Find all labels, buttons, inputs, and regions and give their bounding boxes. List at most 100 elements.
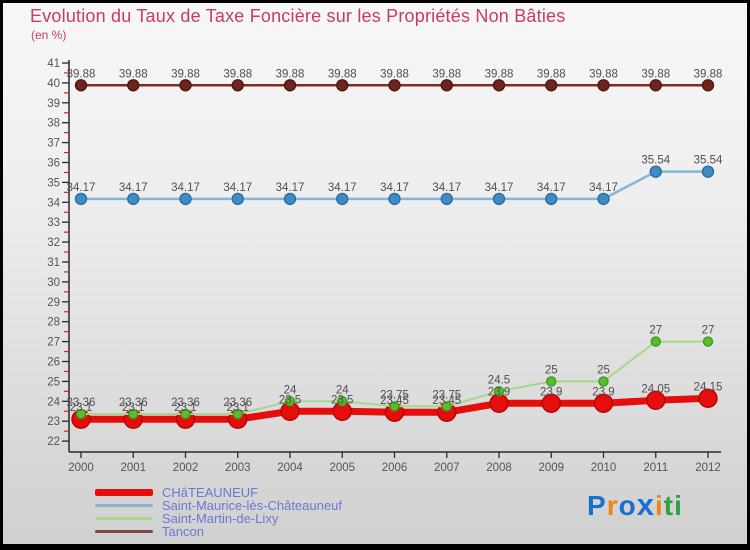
svg-text:41: 41	[47, 58, 60, 70]
series-saint-maurice-l-s-ch-teauneuf	[74, 165, 715, 206]
point-label: 23.1	[70, 402, 92, 414]
point-label: 23.36	[119, 397, 148, 409]
logo-letter: r	[606, 490, 619, 521]
point-label: 39.88	[67, 68, 96, 80]
svg-text:23: 23	[47, 416, 60, 428]
point-label: 34.17	[67, 182, 96, 194]
series-tancon	[74, 79, 715, 92]
data-point	[388, 79, 401, 92]
logo-letter: P	[587, 490, 607, 521]
data-point	[597, 79, 610, 92]
svg-text:2000: 2000	[68, 462, 94, 474]
point-label: 39.88	[641, 68, 670, 80]
point-label: 24.05	[641, 383, 670, 395]
point-label: 23.1	[122, 402, 144, 414]
svg-text:2003: 2003	[225, 462, 251, 474]
legend-item-saint-maurice-l-s-ch-teauneuf: Saint-Maurice-lès-Châteauneuf	[95, 499, 342, 512]
data-point	[492, 79, 506, 92]
data-point	[127, 79, 140, 92]
point-label: 39.88	[485, 68, 514, 80]
logo-letter: x	[636, 487, 655, 522]
data-point	[231, 79, 244, 92]
data-point	[127, 192, 140, 206]
svg-text:34: 34	[47, 197, 60, 209]
point-label: 23.36	[223, 397, 252, 409]
point-label: 39.88	[328, 68, 357, 80]
svg-text:32: 32	[47, 237, 60, 249]
svg-text:35: 35	[47, 177, 60, 189]
point-label: 34.17	[276, 182, 305, 194]
svg-text:29: 29	[47, 297, 60, 309]
point-label: 23.1	[174, 402, 196, 414]
svg-text:38: 38	[47, 118, 60, 130]
point-label: 34.17	[589, 182, 618, 194]
point-label: 23.45	[380, 395, 409, 407]
point-label: 23.75	[380, 389, 409, 401]
data-point	[283, 79, 297, 92]
chart-legend: CHâTEAUNEUF Saint-Maurice-lès-Châteauneuf…	[95, 486, 342, 538]
svg-text:22: 22	[47, 436, 60, 448]
point-label: 34.17	[119, 182, 148, 194]
data-point	[698, 388, 718, 409]
legend-item-saint-martin-de-lixy: Saint-Martin-de-Lixy	[95, 512, 342, 525]
point-label: 24	[284, 384, 297, 396]
point-label: 39.88	[432, 68, 461, 80]
point-label: 24.5	[488, 374, 510, 386]
data-point	[284, 396, 296, 407]
logo-letter: t	[663, 490, 675, 521]
legend-label: CHâTEAUNEUF	[162, 485, 259, 500]
data-point	[701, 79, 715, 92]
data-point	[388, 192, 401, 206]
series-saint-martin-de-lixy	[75, 336, 714, 420]
legend-item-ch-teauneuf: CHâTEAUNEUF	[95, 486, 342, 499]
point-label: 35.54	[694, 155, 723, 167]
legend-item-tancon: Tancon	[95, 525, 342, 538]
point-labels: 23.1 23.1 23.1 23.1 23.5 23.5 23.45 23.45 23.9 23…	[70, 381, 723, 414]
legend-swatch	[95, 504, 153, 507]
chart-title: Evolution du Taux de Taxe Foncière sur l…	[30, 6, 566, 26]
point-label: 34.17	[171, 182, 200, 194]
point-label: 23.5	[331, 394, 353, 406]
point-label: 24.15	[694, 381, 723, 393]
data-point	[593, 393, 614, 413]
data-point	[440, 192, 453, 206]
data-point	[389, 401, 400, 412]
data-point	[598, 376, 609, 387]
logo-letter: i	[674, 490, 683, 521]
svg-text:31: 31	[47, 257, 60, 269]
chart-subtitle: (en %)	[31, 28, 67, 42]
point-label: 39.88	[694, 68, 723, 80]
legend-label: Saint-Martin-de-Lixy	[162, 511, 279, 526]
data-point	[283, 192, 297, 206]
svg-text:2010: 2010	[591, 462, 617, 474]
data-point	[232, 408, 243, 420]
data-point	[128, 408, 139, 420]
point-label: 34.17	[328, 182, 357, 194]
svg-text:36: 36	[47, 158, 60, 170]
data-point	[492, 192, 506, 206]
svg-text:2006: 2006	[382, 462, 408, 474]
point-label: 39.88	[276, 68, 305, 80]
x-axis: 2000 2001 2002 2003 2004 2005 2006 2007 2008 2009…	[68, 451, 721, 474]
legend-label: Saint-Maurice-lès-Châteauneuf	[162, 498, 342, 513]
data-point	[546, 376, 557, 387]
legend-label: Tancon	[162, 524, 204, 539]
data-point	[74, 192, 88, 206]
svg-text:2005: 2005	[329, 462, 355, 474]
point-label: 35.54	[641, 155, 670, 167]
point-label: 23.9	[540, 386, 562, 398]
point-label: 34.17	[223, 182, 252, 194]
legend-swatch	[95, 517, 153, 520]
point-label: 34.17	[380, 182, 409, 194]
point-label: 25	[545, 364, 558, 376]
point-label: 25	[597, 364, 610, 376]
data-point	[440, 79, 453, 92]
data-point	[646, 390, 666, 411]
point-label: 39.88	[537, 68, 566, 80]
svg-text:2001: 2001	[120, 462, 146, 474]
data-point	[74, 79, 88, 92]
point-label: 39.88	[589, 68, 618, 80]
svg-text:2008: 2008	[486, 462, 512, 474]
svg-text:2004: 2004	[277, 462, 303, 474]
